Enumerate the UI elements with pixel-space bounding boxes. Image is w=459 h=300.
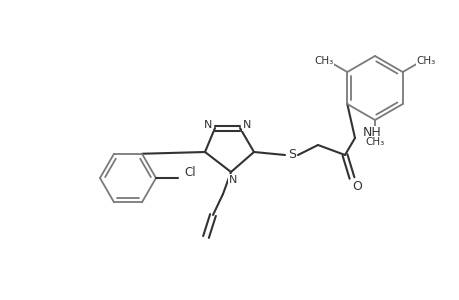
Text: N: N <box>228 175 237 185</box>
Text: CH₃: CH₃ <box>313 56 333 66</box>
Text: O: O <box>351 179 361 193</box>
Text: S: S <box>287 148 295 161</box>
Text: CH₃: CH₃ <box>364 137 384 147</box>
Text: Cl: Cl <box>184 166 195 178</box>
Text: N: N <box>242 120 251 130</box>
Text: CH₃: CH₃ <box>415 56 435 66</box>
Text: N: N <box>203 120 212 130</box>
Text: NH: NH <box>362 127 381 140</box>
